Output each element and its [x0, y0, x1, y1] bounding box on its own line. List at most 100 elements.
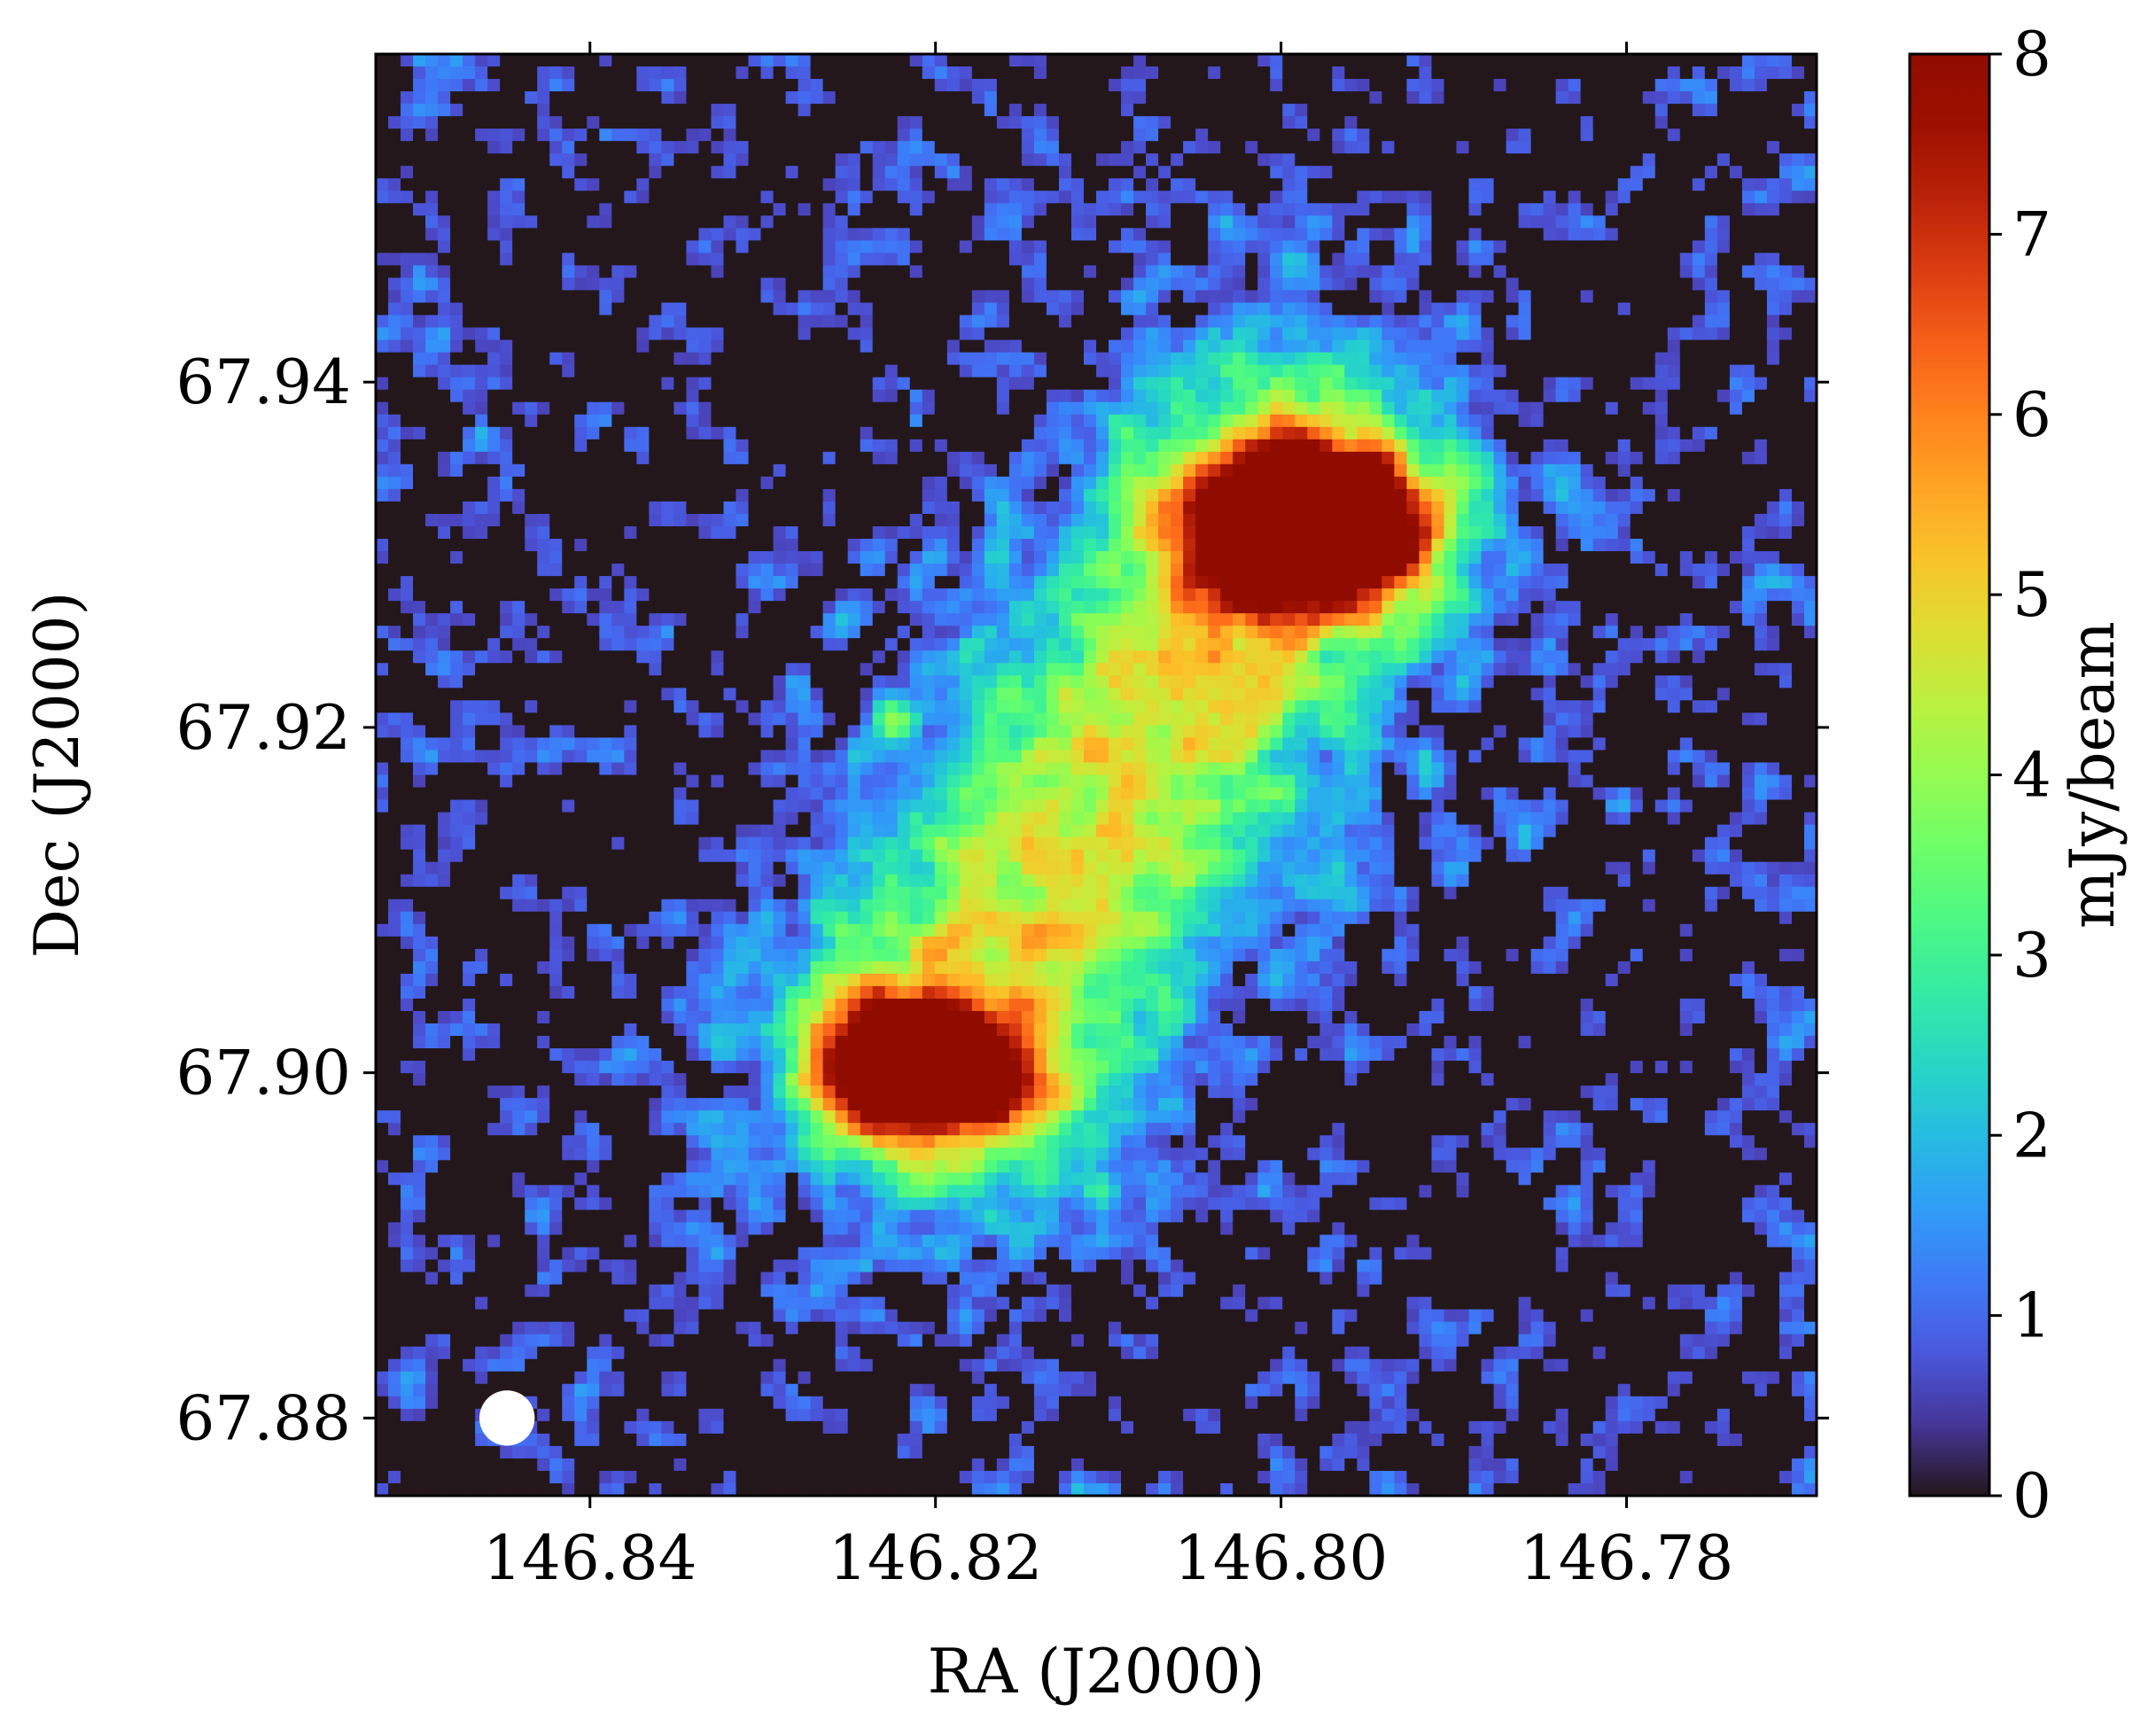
heatmap-cell — [636, 116, 650, 129]
heatmap-cell — [723, 315, 737, 329]
heatmap-cell — [1406, 525, 1420, 540]
heatmap-cell — [1332, 389, 1345, 403]
heatmap-cell — [884, 104, 899, 117]
heatmap-cell — [1716, 191, 1731, 204]
heatmap-cell — [1270, 191, 1283, 204]
heatmap-cell — [388, 364, 401, 378]
heatmap-cell — [673, 463, 688, 478]
heatmap-cell — [1493, 315, 1507, 329]
heatmap-cell — [425, 253, 439, 267]
heatmap-cell — [1791, 191, 1805, 204]
heatmap-cell — [1046, 116, 1060, 129]
heatmap-cell — [624, 253, 637, 267]
heatmap-cell — [1369, 389, 1382, 403]
heatmap-cell — [1369, 451, 1382, 465]
heatmap-cell — [1716, 451, 1731, 465]
heatmap-cell — [1319, 315, 1333, 329]
heatmap-cell — [611, 253, 625, 267]
heatmap-cell — [1692, 377, 1706, 391]
heatmap-cell — [1444, 488, 1458, 502]
heatmap-cell — [1033, 401, 1047, 416]
heatmap-cell — [1058, 439, 1072, 453]
heatmap-cell — [835, 476, 849, 490]
heatmap-cell — [1257, 551, 1271, 564]
heatmap-cell — [624, 501, 637, 515]
heatmap-cell — [698, 501, 712, 515]
heatmap-cell — [860, 215, 874, 229]
heatmap-cell — [525, 178, 538, 191]
heatmap-cell — [1456, 265, 1470, 279]
heatmap-cell — [1208, 377, 1221, 391]
heatmap-cell — [1158, 91, 1171, 105]
heatmap-cell — [971, 66, 985, 80]
heatmap-cell — [1008, 463, 1023, 478]
heatmap-cell — [1083, 79, 1097, 92]
heatmap-cell — [1679, 277, 1693, 292]
heatmap-cell — [760, 476, 774, 490]
heatmap-cell — [1630, 501, 1644, 515]
heatmap-cell — [1382, 203, 1396, 216]
heatmap-cell — [711, 203, 725, 216]
heatmap-cell — [1506, 240, 1520, 254]
heatmap-cell — [537, 277, 550, 292]
heatmap-cell — [847, 66, 861, 80]
heatmap-cell — [1568, 277, 1582, 292]
heatmap-cell — [748, 141, 762, 154]
heatmap-cell — [500, 79, 513, 92]
heatmap-cell — [1779, 128, 1793, 142]
heatmap-cell — [1754, 240, 1768, 254]
heatmap-cell — [537, 564, 550, 577]
heatmap-cell — [810, 290, 824, 304]
heatmap-cell — [500, 501, 513, 515]
heatmap-cell — [1183, 364, 1196, 378]
heatmap-cell — [1121, 315, 1134, 329]
heatmap-cell — [1654, 451, 1669, 465]
heatmap-cell — [1791, 476, 1805, 490]
heatmap-cell — [1518, 166, 1532, 179]
heatmap-cell — [1766, 339, 1780, 354]
heatmap-cell — [1568, 79, 1582, 92]
heatmap-cell — [1568, 327, 1582, 341]
heatmap-cell — [773, 315, 787, 329]
heatmap-cell — [1307, 327, 1320, 341]
heatmap-cell — [760, 315, 774, 329]
heatmap-cell — [1729, 66, 1743, 80]
heatmap-cell — [1058, 476, 1072, 490]
heatmap-cell — [1008, 203, 1023, 216]
heatmap-cell — [1592, 488, 1607, 502]
heatmap-cell — [1605, 191, 1619, 204]
heatmap-cell — [401, 215, 414, 229]
heatmap-cell — [1295, 128, 1308, 142]
heatmap-cell — [760, 290, 774, 304]
heatmap-cell — [1083, 439, 1097, 453]
heatmap-cell — [1431, 66, 1445, 80]
heatmap-cell — [388, 153, 401, 167]
heatmap-cell — [624, 463, 637, 478]
heatmap-cell — [1518, 215, 1532, 229]
heatmap-cell — [1530, 377, 1545, 391]
heatmap-cell — [376, 463, 389, 478]
heatmap-cell — [884, 178, 899, 191]
heatmap-cell — [574, 401, 588, 416]
heatmap-cell — [487, 253, 501, 267]
heatmap-cell — [1344, 551, 1358, 564]
heatmap-cell — [698, 104, 712, 117]
heatmap-cell — [1630, 228, 1644, 241]
heatmap-cell — [698, 153, 712, 167]
heatmap-cell — [1506, 302, 1520, 316]
heatmap-cell — [1021, 79, 1035, 92]
heatmap-cell — [1021, 401, 1035, 416]
heatmap-cell — [425, 439, 439, 453]
heatmap-cell — [636, 352, 650, 366]
heatmap-cell — [1233, 339, 1246, 354]
heatmap-cell — [1679, 104, 1693, 117]
heatmap-cell — [1493, 215, 1507, 229]
heatmap-cell — [661, 79, 675, 92]
heatmap-cell — [1021, 439, 1035, 453]
heatmap-cell — [1083, 476, 1097, 490]
heatmap-cell — [1406, 551, 1420, 564]
heatmap-cell — [1444, 315, 1458, 329]
heatmap-cell — [1568, 389, 1582, 403]
heatmap-cell — [1208, 104, 1221, 117]
heatmap-cell — [1630, 414, 1644, 428]
